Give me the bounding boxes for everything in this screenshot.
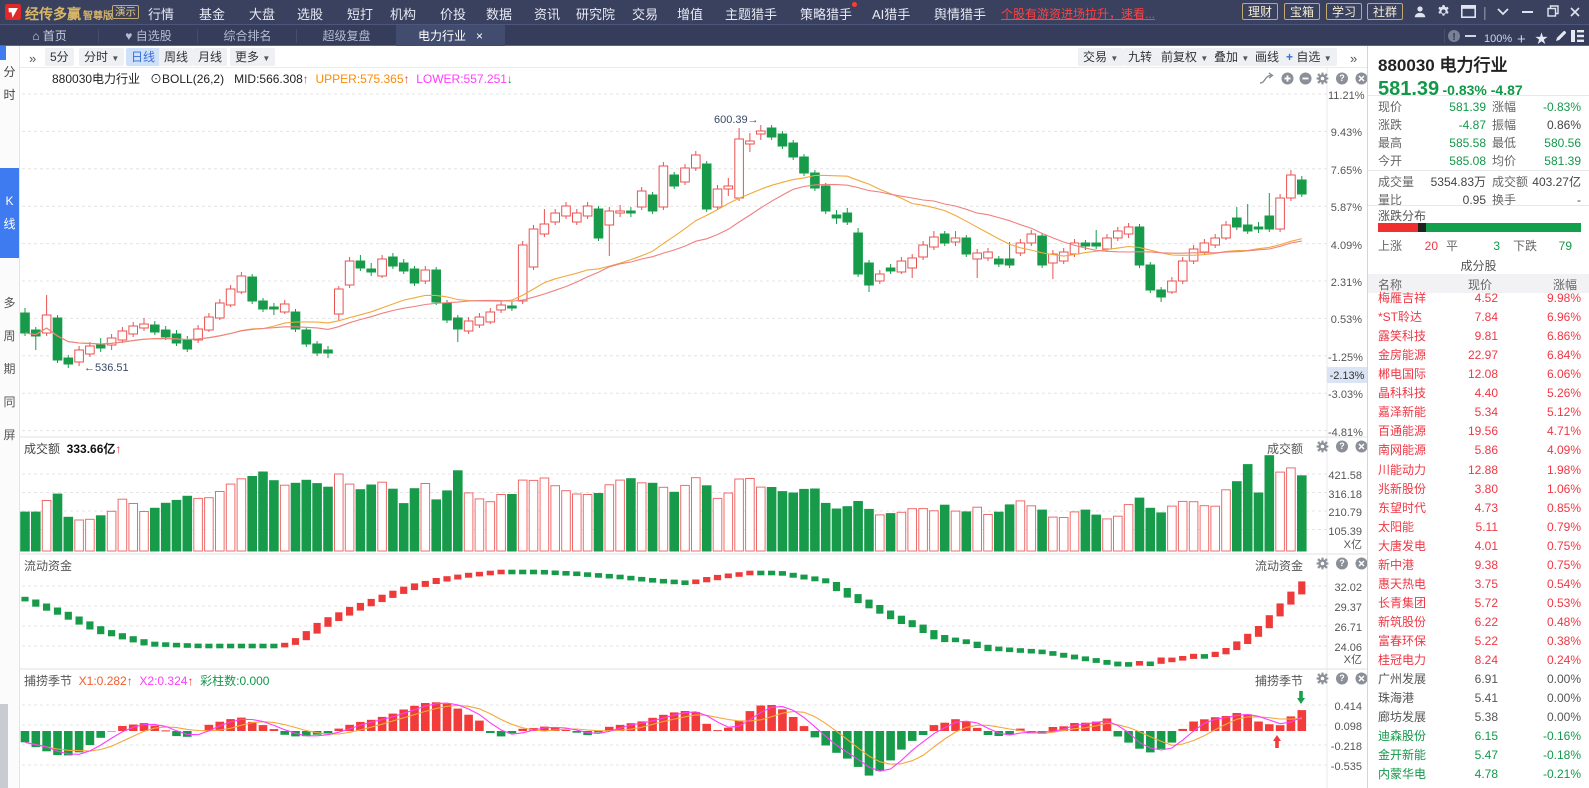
svg-text:?: ? — [1339, 440, 1345, 452]
svg-text:?: ? — [1339, 672, 1345, 684]
svg-text:?: ? — [1339, 72, 1345, 84]
svg-text:600.39→: 600.39→ — [714, 111, 759, 127]
svg-text:?: ? — [1339, 557, 1345, 569]
svg-text:←536.51: ←536.51 — [84, 359, 129, 375]
